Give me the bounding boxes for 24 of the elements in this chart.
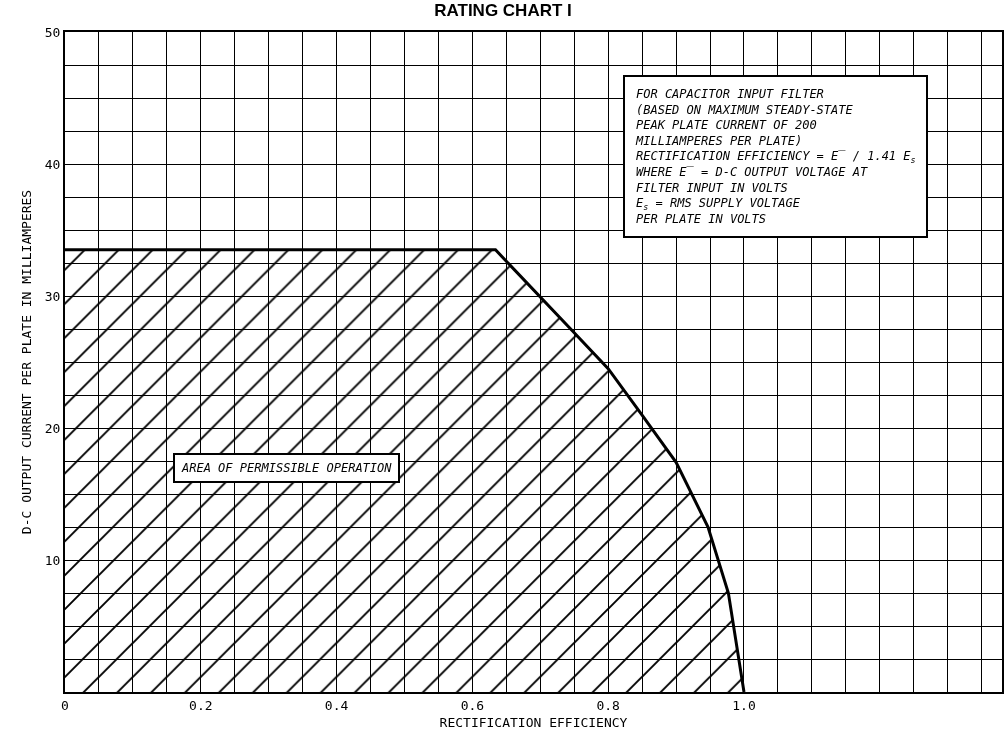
y-tick-label: 10 — [44, 552, 61, 568]
annotation: FOR CAPACITOR INPUT FILTER — [636, 87, 824, 101]
y-tick-label: 50 — [44, 24, 61, 40]
chart-title: RATING CHART I — [434, 0, 572, 20]
annotation: PER PLATE IN VOLTS — [636, 211, 767, 226]
x-tick-label: 0.2 — [189, 697, 213, 713]
annotation: FILTER INPUT IN VOLTS — [636, 180, 788, 195]
y-axis-title: D-C OUTPUT CURRENT PER PLATE IN MILLIAMPERES — [19, 189, 35, 535]
x-tick-label: 0.8 — [596, 697, 620, 713]
annotation: E$_{s}$ = RMS SUPPLY VOLTAGE — [636, 196, 801, 212]
annotation: RECTIFICATION EFFICIENCY = E̅ / 1.41 E$_{s}$ — [636, 149, 916, 165]
x-tick-label: 0.4 — [324, 697, 349, 713]
annotation: (BASED ON MAXIMUM STEADY-STATE — [636, 102, 854, 117]
annotation: AREA OF PERMISSIBLE OPERATION — [181, 461, 393, 475]
y-tick-label: 20 — [44, 420, 61, 436]
x-tick-label: 0 — [61, 697, 69, 713]
y-tick-label: 40 — [44, 156, 61, 172]
y-tick-label: 30 — [44, 288, 61, 304]
annotation: PEAK PLATE CURRENT OF 200 — [636, 118, 817, 133]
x-tick-label: 0.6 — [460, 697, 485, 713]
annotation: MILLIAMPERES PER PLATE) — [635, 133, 803, 148]
x-tick-label: 1.0 — [732, 697, 756, 713]
annotation: WHERE E̅ = D-C OUTPUT VOLTAGE AT — [636, 165, 868, 179]
x-axis-title: RECTIFICATION EFFICIENCY — [439, 714, 628, 730]
